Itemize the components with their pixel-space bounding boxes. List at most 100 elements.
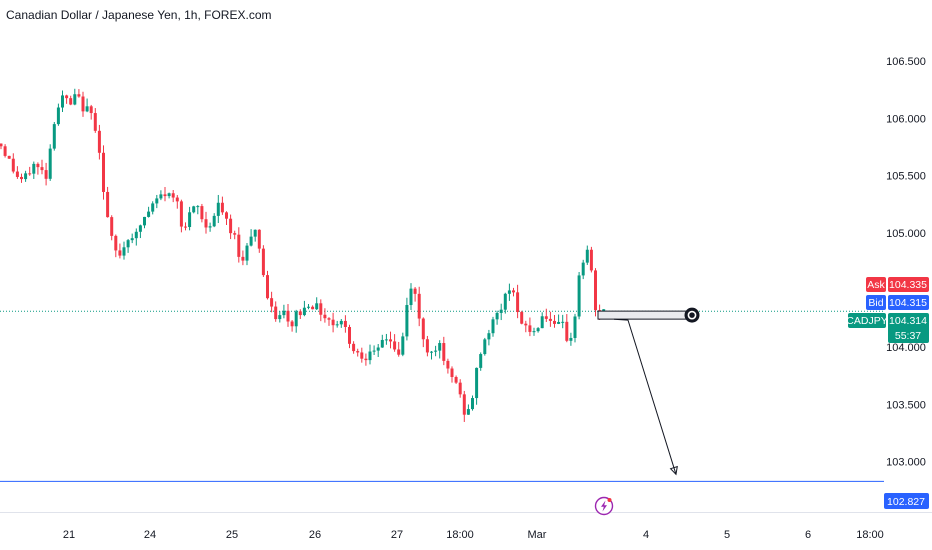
candle-body [179,201,183,227]
candle-body [188,212,192,228]
candle-body [208,226,212,228]
candle-body [118,250,122,256]
candle-body [507,290,511,294]
time-axis[interactable]: 21 24 25 26 27 18:00 Mar 4 5 6 18:00 [63,529,884,541]
candle-body [282,310,286,316]
candle-body [348,326,351,344]
x-tick-label: 27 [391,529,403,541]
candle-body [450,368,454,377]
candle-body [93,113,97,131]
candle-body [364,358,368,361]
path-drawing[interactable] [613,318,677,475]
candle-body [376,347,380,351]
candle-body [495,312,499,320]
candle-body [212,215,216,227]
candle-body [368,351,372,361]
candle-body [536,328,540,332]
y-tick-label: 106.000 [886,113,926,125]
candle-body [565,321,569,341]
candle-body [393,341,397,350]
x-tick-label: Mar [528,529,547,541]
y-tick-label: 103.500 [886,399,926,411]
candle-body [524,323,528,326]
y-tick-label: 103.000 [886,457,926,469]
candle-body [24,173,28,180]
candle-body [233,233,237,235]
candle-body [245,245,249,261]
candle-body [569,337,573,341]
candle-body [257,229,261,249]
candle-body [331,319,335,326]
candle-body [475,367,479,399]
candle-body [52,124,56,149]
candle-body [503,293,507,310]
arrow-head [669,465,678,476]
candle-body [40,167,44,171]
candle-body [270,298,274,307]
candle-body [237,234,241,257]
candle-body [286,310,290,322]
candle-body [229,218,233,234]
candle-body [61,95,64,108]
candle-body [253,229,257,237]
candle-body [589,249,593,271]
candle-body [11,158,15,172]
candle-body [32,163,36,174]
candle-body [311,306,315,310]
candle-body [126,240,130,248]
candle-body [261,248,265,276]
x-tick-label: 6 [805,529,811,541]
target-circle-icon[interactable] [684,307,700,323]
candle-body [290,321,294,327]
candle-body [425,339,429,353]
candle-body [384,339,388,341]
candle-body [85,106,89,112]
symbol-label: CADJPY [846,315,887,327]
candle-body [401,336,405,355]
candle-body [372,350,376,352]
candle-body [487,333,491,340]
target-value-box [884,493,929,509]
candle-body [192,206,196,213]
candle-body [577,275,581,317]
ask-value-box [888,277,929,292]
candle-body [294,311,298,327]
candle-body [466,409,470,415]
candle-body [20,176,23,180]
candle-body [44,170,48,179]
candle-body [339,320,343,325]
candle-body [36,163,40,168]
drawings-layer[interactable] [597,307,700,476]
bid-value-box [888,295,929,310]
y-tick-label: 106.500 [886,56,926,68]
bid-label: Bid 104.315 [866,295,929,310]
candle-body [220,202,224,213]
candle-body [73,94,77,105]
candle-body [155,198,159,204]
y-tick-label: 104.000 [886,342,926,354]
candle-body [81,96,85,112]
candle-body [417,293,421,319]
candle-body [298,311,302,316]
price-axis[interactable]: 106.500 106.000 105.500 105.000 104.000 103.5… [886,56,926,468]
candle-body [352,343,356,352]
candle-body [491,319,495,334]
candle-body [462,394,466,415]
candle-body [200,206,204,220]
ask-tag-box [866,277,886,292]
candle-body [581,262,585,276]
candlestick-series[interactable] [0,88,606,422]
target-price-label: 102.827 [884,493,929,509]
candle-body [343,320,347,327]
rectangle-drawing[interactable] [597,310,693,320]
candle-body [327,318,331,320]
candle-body [122,247,126,256]
ask-tag: Ask [867,279,885,291]
last-price-label: CADJPY 104.314 55:37 [846,313,929,343]
candle-body [323,314,327,319]
candle-body [274,306,278,320]
lightning-icon[interactable] [594,496,614,516]
bid-tag-box [866,295,886,310]
last-value: 104.314 [889,315,927,327]
